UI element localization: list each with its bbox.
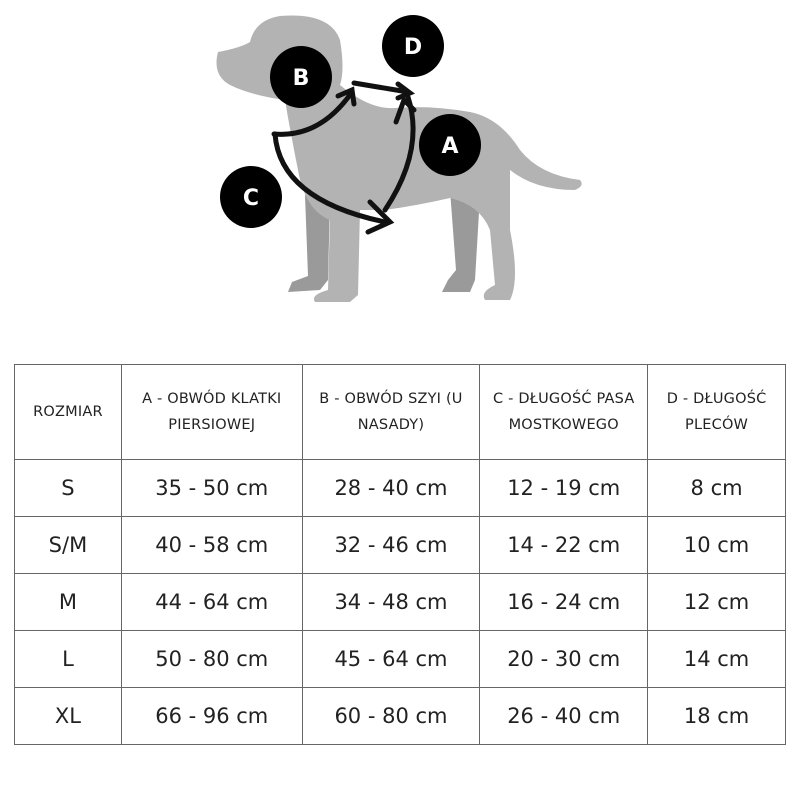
measurement-cell: 18 cm [647,687,786,745]
size-cell: XL [14,687,122,745]
table-row: XL 66 - 96 cm 60 - 80 cm 26 - 40 cm 18 cm [14,687,786,745]
measurement-cell: 28 - 40 cm [301,459,481,517]
neck-arrow [271,89,355,137]
size-cell: L [14,630,122,688]
measurement-cell: 16 - 24 cm [479,573,649,631]
size-cell: S [14,459,122,517]
measurement-cell: 26 - 40 cm [479,687,649,745]
header-size: ROZMIAR [14,364,122,460]
header-strap: C - DŁUGOŚĆ PASA MOSTKOWEGO [479,364,649,460]
measurement-cell: 50 - 80 cm [120,630,303,688]
svg-text:A: A [441,134,458,159]
header-neck: B - OBWÓD SZYI (U NASADY) [301,364,481,460]
label-a-badge: A [419,114,481,176]
size-cell: S/M [14,516,122,574]
measurement-cell: 35 - 50 cm [120,459,303,517]
measurement-cell: 8 cm [647,459,786,517]
size-cell: M [14,573,122,631]
table-row: S/M 40 - 58 cm 32 - 46 cm 14 - 22 cm 10 cm [14,516,786,574]
header-chest: A - OBWÓD KLATKI PIERSIOWEJ [120,364,303,460]
label-d-badge: D [382,15,444,77]
measurement-cell: 44 - 64 cm [120,573,303,631]
measurement-cell: 14 cm [647,630,786,688]
label-c-badge: C [220,166,282,228]
measurement-cell: 66 - 96 cm [120,687,303,745]
measurement-cell: 12 - 19 cm [479,459,649,517]
back-arrow [351,80,411,95]
table-row: M 44 - 64 cm 34 - 48 cm 16 - 24 cm 12 cm [14,573,786,631]
header-back: D - DŁUGOŚĆ PLECÓW [647,364,786,460]
measurement-cell: 20 - 30 cm [479,630,649,688]
svg-text:C: C [243,186,259,211]
measurement-cell: 45 - 64 cm [301,630,481,688]
strap-arrow [272,131,388,225]
measurement-cell: 12 cm [647,573,786,631]
measurement-cell: 10 cm [647,516,786,574]
measurement-cell: 14 - 22 cm [479,516,649,574]
measurement-cell: 60 - 80 cm [301,687,481,745]
measurement-arrows [271,80,417,235]
measurement-cell: 32 - 46 cm [301,516,481,574]
svg-text:B: B [293,66,310,91]
table-header-row: ROZMIAR A - OBWÓD KLATKI PIERSIOWEJ B - … [14,364,786,460]
table-row: L 50 - 80 cm 45 - 64 cm 20 - 30 cm 14 cm [14,630,786,688]
dog-measurement-illustration: A B C D [216,15,582,302]
size-chart-table: ROZMIAR A - OBWÓD KLATKI PIERSIOWEJ B - … [14,364,786,745]
measurement-cell: 34 - 48 cm [301,573,481,631]
measurement-cell: 40 - 58 cm [120,516,303,574]
svg-text:D: D [404,35,422,60]
table-row: S 35 - 50 cm 28 - 40 cm 12 - 19 cm 8 cm [14,459,786,517]
label-b-badge: B [270,46,332,108]
